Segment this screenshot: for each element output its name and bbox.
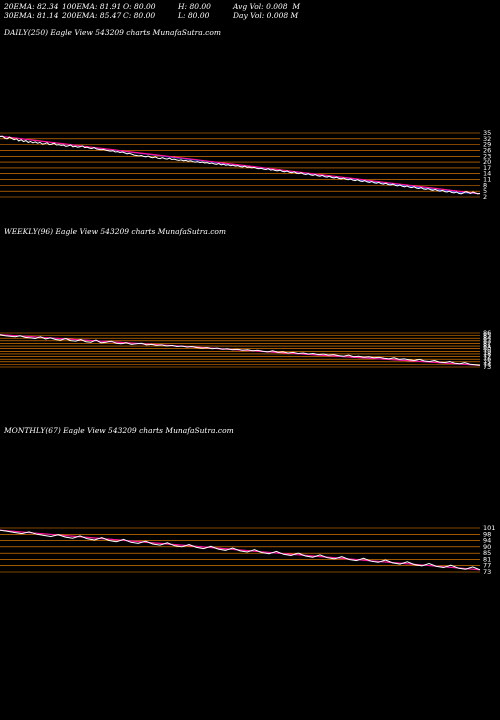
y-tick-label: 8 bbox=[483, 181, 487, 189]
ema-pink-line bbox=[0, 529, 481, 571]
y-tick-label: 85 bbox=[483, 549, 491, 557]
y-tick-label: 23 bbox=[483, 152, 491, 160]
y-tick-label: 76 bbox=[483, 355, 491, 363]
y-tick-label: 101 bbox=[483, 524, 495, 532]
y-tick-label: 73 bbox=[483, 568, 491, 576]
y-tick-label: 5 bbox=[483, 187, 487, 195]
low-value: L: 80.00 bbox=[178, 11, 210, 20]
y-tick-label: 75 bbox=[483, 358, 491, 366]
monthly-panel-title: MONTHLY(67) Eagle View 543209 charts Mun… bbox=[4, 426, 234, 435]
price-line bbox=[0, 334, 481, 366]
y-tick-label: 90 bbox=[483, 543, 491, 551]
y-tick-label: 85 bbox=[483, 332, 491, 340]
y-tick-label: 77 bbox=[483, 353, 491, 361]
y-tick-label: 81 bbox=[483, 342, 491, 350]
y-tick-label: 81 bbox=[483, 555, 491, 563]
price-line bbox=[0, 135, 481, 195]
y-tick-label: 78 bbox=[483, 350, 491, 358]
y-tick-label: 2 bbox=[483, 193, 487, 201]
y-tick-label: 32 bbox=[483, 135, 491, 143]
y-tick-label: 20 bbox=[483, 158, 491, 166]
y-tick-label: 82 bbox=[483, 339, 491, 347]
avg-vol-value: Avg Vol: 0.008 M bbox=[233, 2, 301, 11]
daily-panel-title: DAILY(250) Eagle View 543209 charts Muna… bbox=[4, 28, 221, 37]
weekly-panel-title: WEEKLY(96) Eagle View 543209 charts Muna… bbox=[4, 227, 227, 236]
y-tick-label: 73 bbox=[483, 363, 491, 371]
ema30-value: 30EMA: 81.14 bbox=[4, 11, 59, 20]
y-tick-label: 98 bbox=[483, 530, 491, 538]
y-tick-label: 79 bbox=[483, 347, 491, 355]
y-tick-label: 94 bbox=[483, 537, 491, 545]
price-line bbox=[0, 529, 481, 571]
close-value: C: 80.00 bbox=[123, 11, 156, 20]
y-tick-label: 80 bbox=[483, 345, 491, 353]
high-value: H: 80.00 bbox=[178, 2, 211, 11]
y-tick-label: 29 bbox=[483, 141, 491, 149]
y-tick-label: 17 bbox=[483, 164, 491, 172]
y-tick-label: 35 bbox=[483, 129, 491, 137]
ema20-value: 20EMA: 82.34 bbox=[4, 2, 59, 11]
ema-pink-line bbox=[0, 135, 481, 195]
y-tick-label: 86 bbox=[483, 329, 491, 337]
indicator-stats: 20EMA: 82.34 100EMA: 81.91 O: 80.00 H: 8… bbox=[4, 2, 300, 20]
ema200-value: 200EMA: 85.47 bbox=[62, 11, 122, 20]
y-tick-label: 77 bbox=[483, 562, 491, 570]
open-value: O: 80.00 bbox=[123, 2, 156, 11]
y-tick-label: 11 bbox=[483, 176, 491, 184]
y-tick-label: 26 bbox=[483, 146, 491, 154]
day-vol-value: Day Vol: 0.008 M bbox=[233, 11, 299, 20]
y-tick-label: 74 bbox=[483, 360, 491, 368]
y-tick-label: 14 bbox=[483, 170, 491, 178]
y-tick-label: 83 bbox=[483, 337, 491, 345]
ema100-value: 100EMA: 81.91 bbox=[62, 2, 122, 11]
y-tick-label: 84 bbox=[483, 334, 491, 342]
